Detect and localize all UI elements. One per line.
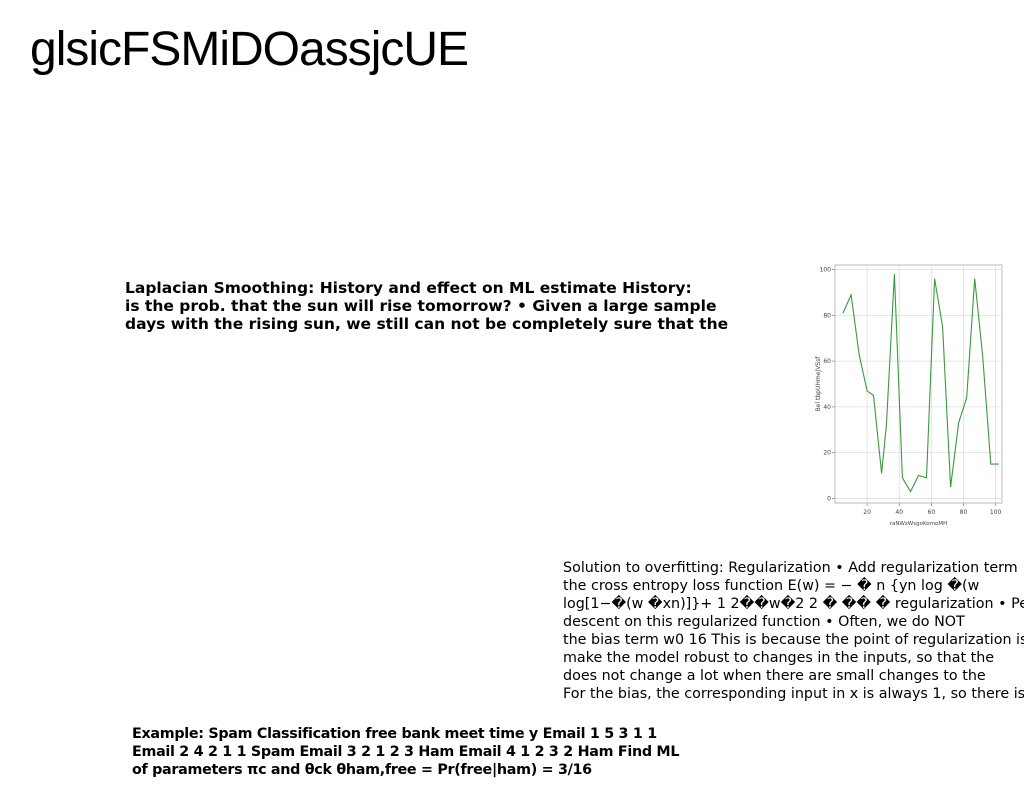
text-line: does not change a lot when there are sma… — [563, 667, 1024, 685]
x-tick-label: 40 — [895, 509, 903, 516]
text-line: make the model robust to changes in the … — [563, 649, 1024, 667]
x-tick-label: 80 — [960, 509, 968, 516]
x-axis-label: raNWzWsgoKomoMH — [890, 521, 948, 527]
text-line: Example: Spam Classification free bank m… — [132, 725, 679, 743]
text-line: For the bias, the corresponding input in… — [563, 685, 1024, 703]
y-axis-label: Bel tbpUHmeJVSsf — [815, 356, 822, 412]
text-line: is the prob. that the sun will rise tomo… — [125, 297, 728, 315]
x-tick-label: 20 — [863, 509, 871, 516]
x-tick-label: 100 — [990, 509, 1002, 516]
text-line: Email 2 4 2 1 1 Spam Email 3 2 1 2 3 Ham… — [132, 743, 679, 761]
text-block-spam-example: Example: Spam Classification free bank m… — [132, 725, 679, 779]
text-block-regularization: Solution to overfitting: Regularization … — [563, 559, 1024, 703]
x-tick-label: 60 — [928, 509, 936, 516]
text-line: of parameters πc and θck θham,free = Pr(… — [132, 761, 679, 779]
text-line: the cross entropy loss function E(w) = −… — [563, 577, 1024, 595]
text-line: days with the rising sun, we still can n… — [125, 315, 728, 333]
page-title: glsicFSMiDOassjcUE — [30, 22, 468, 78]
y-tick-label: 80 — [823, 312, 831, 319]
text-line: descent on this regularized function • O… — [563, 613, 1024, 631]
text-line: log[1−�(w �xn)]}+ 1 2��w�2 2 � �� � regu… — [563, 595, 1024, 613]
line-chart-svg: 0 20 40 60 80 100 20 40 60 80 100 raNWzWsgoKomoMH Be… — [810, 258, 1024, 538]
text-block-laplacian: Laplacian Smoothing: History and effect … — [125, 279, 728, 333]
text-line: the bias term w0 16 This is because the … — [563, 631, 1024, 649]
line-chart: 0 20 40 60 80 100 20 40 60 80 100 raNWzWsgoKomoMH Be… — [810, 258, 1024, 538]
y-tick-label: 0 — [827, 495, 831, 502]
y-tick-label: 40 — [823, 404, 831, 411]
y-tick-label: 60 — [823, 358, 831, 365]
y-tick-label: 100 — [820, 267, 832, 274]
y-tick-label: 20 — [823, 450, 831, 457]
text-line: Solution to overfitting: Regularization … — [563, 559, 1024, 577]
text-line: Laplacian Smoothing: History and effect … — [125, 279, 728, 297]
